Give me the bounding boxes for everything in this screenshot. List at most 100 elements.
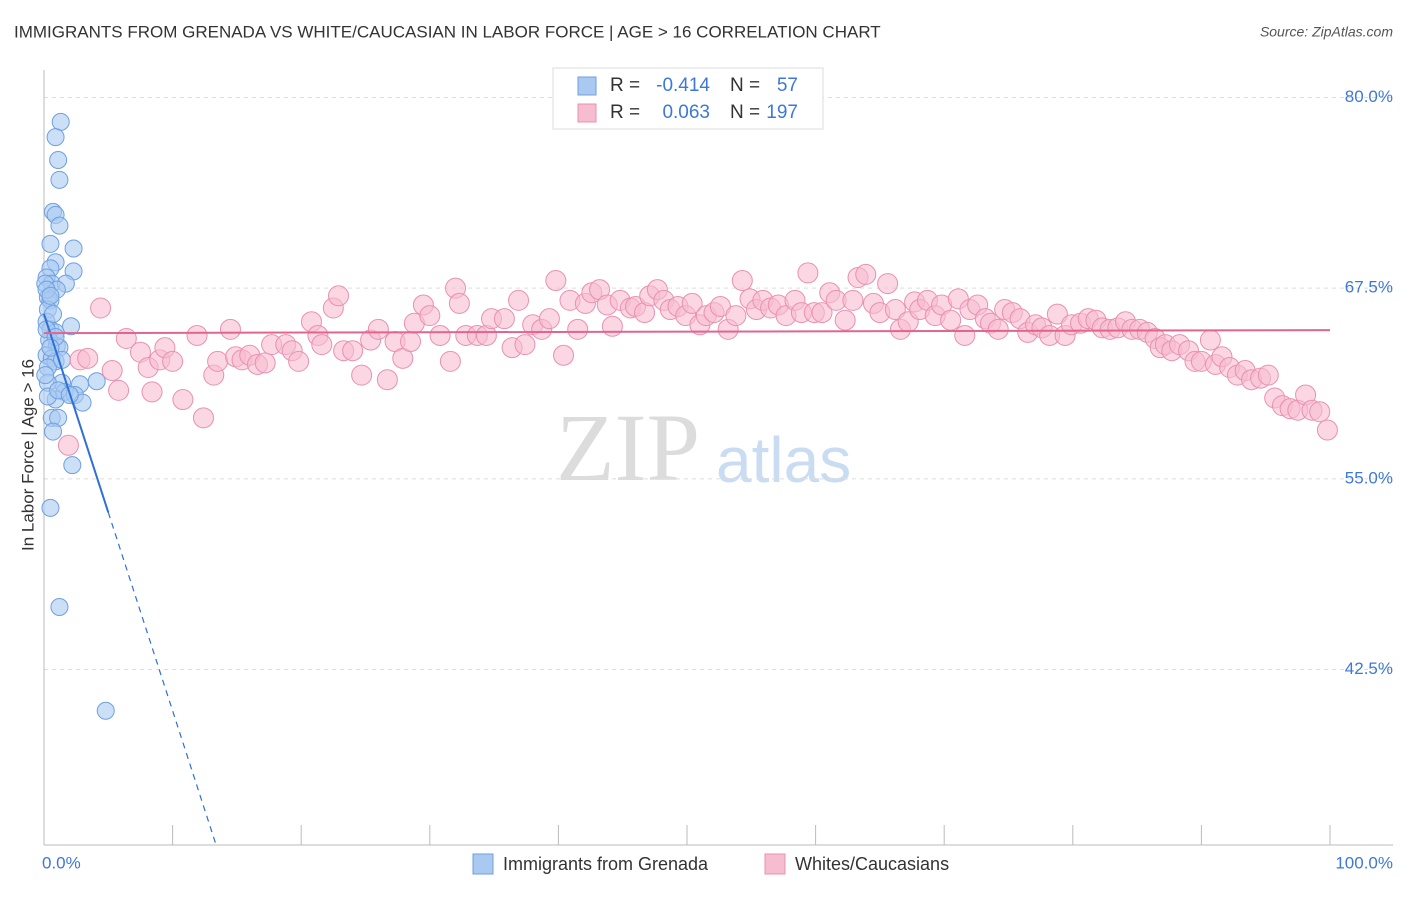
point bbox=[797, 262, 819, 284]
point bbox=[545, 270, 567, 292]
source: Source: ZipAtlas.com bbox=[1260, 24, 1393, 40]
legend-label: Whites/Caucasians bbox=[795, 854, 949, 874]
legend-n-value: 197 bbox=[766, 102, 798, 123]
point bbox=[101, 360, 123, 382]
point bbox=[50, 170, 69, 189]
point bbox=[731, 270, 753, 292]
x-tick-label: 0.0% bbox=[42, 853, 81, 872]
point bbox=[41, 286, 60, 305]
point bbox=[400, 331, 422, 353]
point bbox=[36, 366, 55, 385]
watermark: atlas bbox=[716, 424, 851, 496]
trend-line bbox=[43, 313, 110, 513]
legend-swatch bbox=[577, 103, 597, 123]
point bbox=[1309, 401, 1331, 423]
y-tick-label: 67.5% bbox=[1345, 278, 1393, 297]
y-tick-label: 80.0% bbox=[1345, 87, 1393, 106]
point bbox=[50, 598, 69, 617]
point bbox=[439, 350, 461, 372]
point bbox=[538, 308, 560, 330]
point bbox=[429, 324, 451, 346]
point bbox=[186, 324, 208, 346]
point bbox=[514, 334, 536, 356]
point bbox=[351, 364, 373, 386]
point bbox=[376, 369, 398, 391]
watermark: ZIP bbox=[556, 394, 700, 501]
point bbox=[57, 434, 79, 456]
point bbox=[254, 352, 276, 374]
point bbox=[884, 299, 906, 321]
point bbox=[842, 289, 864, 311]
point bbox=[681, 292, 703, 314]
point bbox=[1046, 303, 1068, 325]
point bbox=[508, 289, 530, 311]
point bbox=[553, 344, 575, 366]
point bbox=[90, 297, 112, 319]
point bbox=[63, 456, 82, 475]
point bbox=[834, 309, 856, 331]
point bbox=[1199, 329, 1221, 351]
point bbox=[311, 334, 333, 356]
point bbox=[41, 234, 60, 253]
legend-swatch bbox=[577, 76, 597, 96]
legend-swatch bbox=[764, 853, 786, 875]
trend-line-extension bbox=[107, 512, 217, 846]
point bbox=[141, 381, 163, 403]
legend-r-label: R = bbox=[610, 75, 640, 96]
point bbox=[448, 292, 470, 314]
point bbox=[172, 389, 194, 411]
legend-n-label: N = bbox=[730, 75, 760, 96]
point bbox=[601, 315, 623, 337]
point bbox=[219, 318, 241, 340]
legend-swatch bbox=[472, 853, 494, 875]
point bbox=[342, 340, 364, 362]
legend-label: Immigrants from Grenada bbox=[503, 854, 709, 874]
legend-r-label: R = bbox=[610, 102, 640, 123]
point bbox=[96, 701, 115, 720]
point bbox=[987, 318, 1009, 340]
point bbox=[50, 216, 69, 235]
trend-line bbox=[43, 329, 1331, 335]
point bbox=[567, 318, 589, 340]
point bbox=[288, 350, 310, 372]
point bbox=[855, 263, 877, 285]
point bbox=[1316, 419, 1338, 441]
point bbox=[940, 309, 962, 331]
point bbox=[207, 350, 229, 372]
point bbox=[493, 308, 515, 330]
point bbox=[41, 498, 60, 517]
legend-n-value: 57 bbox=[777, 75, 798, 96]
y-tick-label: 55.0% bbox=[1345, 468, 1393, 487]
point bbox=[367, 318, 389, 340]
point bbox=[51, 112, 70, 131]
chart-title: IMMIGRANTS FROM GRENADA VS WHITE/CAUCASI… bbox=[14, 22, 881, 41]
point bbox=[327, 285, 349, 307]
point bbox=[1257, 364, 1279, 386]
point bbox=[77, 347, 99, 369]
y-tick-label: 42.5% bbox=[1345, 659, 1393, 678]
point bbox=[419, 305, 441, 327]
x-tick-label: 100.0% bbox=[1335, 853, 1393, 872]
legend-r-value: -0.414 bbox=[656, 75, 710, 96]
point bbox=[62, 317, 81, 336]
point bbox=[811, 302, 833, 324]
point bbox=[709, 295, 731, 317]
point bbox=[44, 422, 63, 441]
legend-r-value: 0.063 bbox=[662, 102, 710, 123]
point bbox=[954, 324, 976, 346]
point bbox=[877, 273, 899, 295]
point bbox=[162, 350, 184, 372]
legend-n-label: N = bbox=[730, 102, 760, 123]
point bbox=[49, 151, 68, 170]
y-axis-label: In Labor Force | Age > 16 bbox=[18, 359, 37, 551]
point bbox=[41, 338, 60, 357]
point bbox=[87, 372, 106, 391]
point bbox=[64, 239, 83, 258]
point bbox=[192, 407, 214, 429]
point bbox=[725, 305, 747, 327]
plot bbox=[36, 70, 1393, 846]
legend-box bbox=[552, 67, 824, 130]
point bbox=[44, 305, 63, 324]
